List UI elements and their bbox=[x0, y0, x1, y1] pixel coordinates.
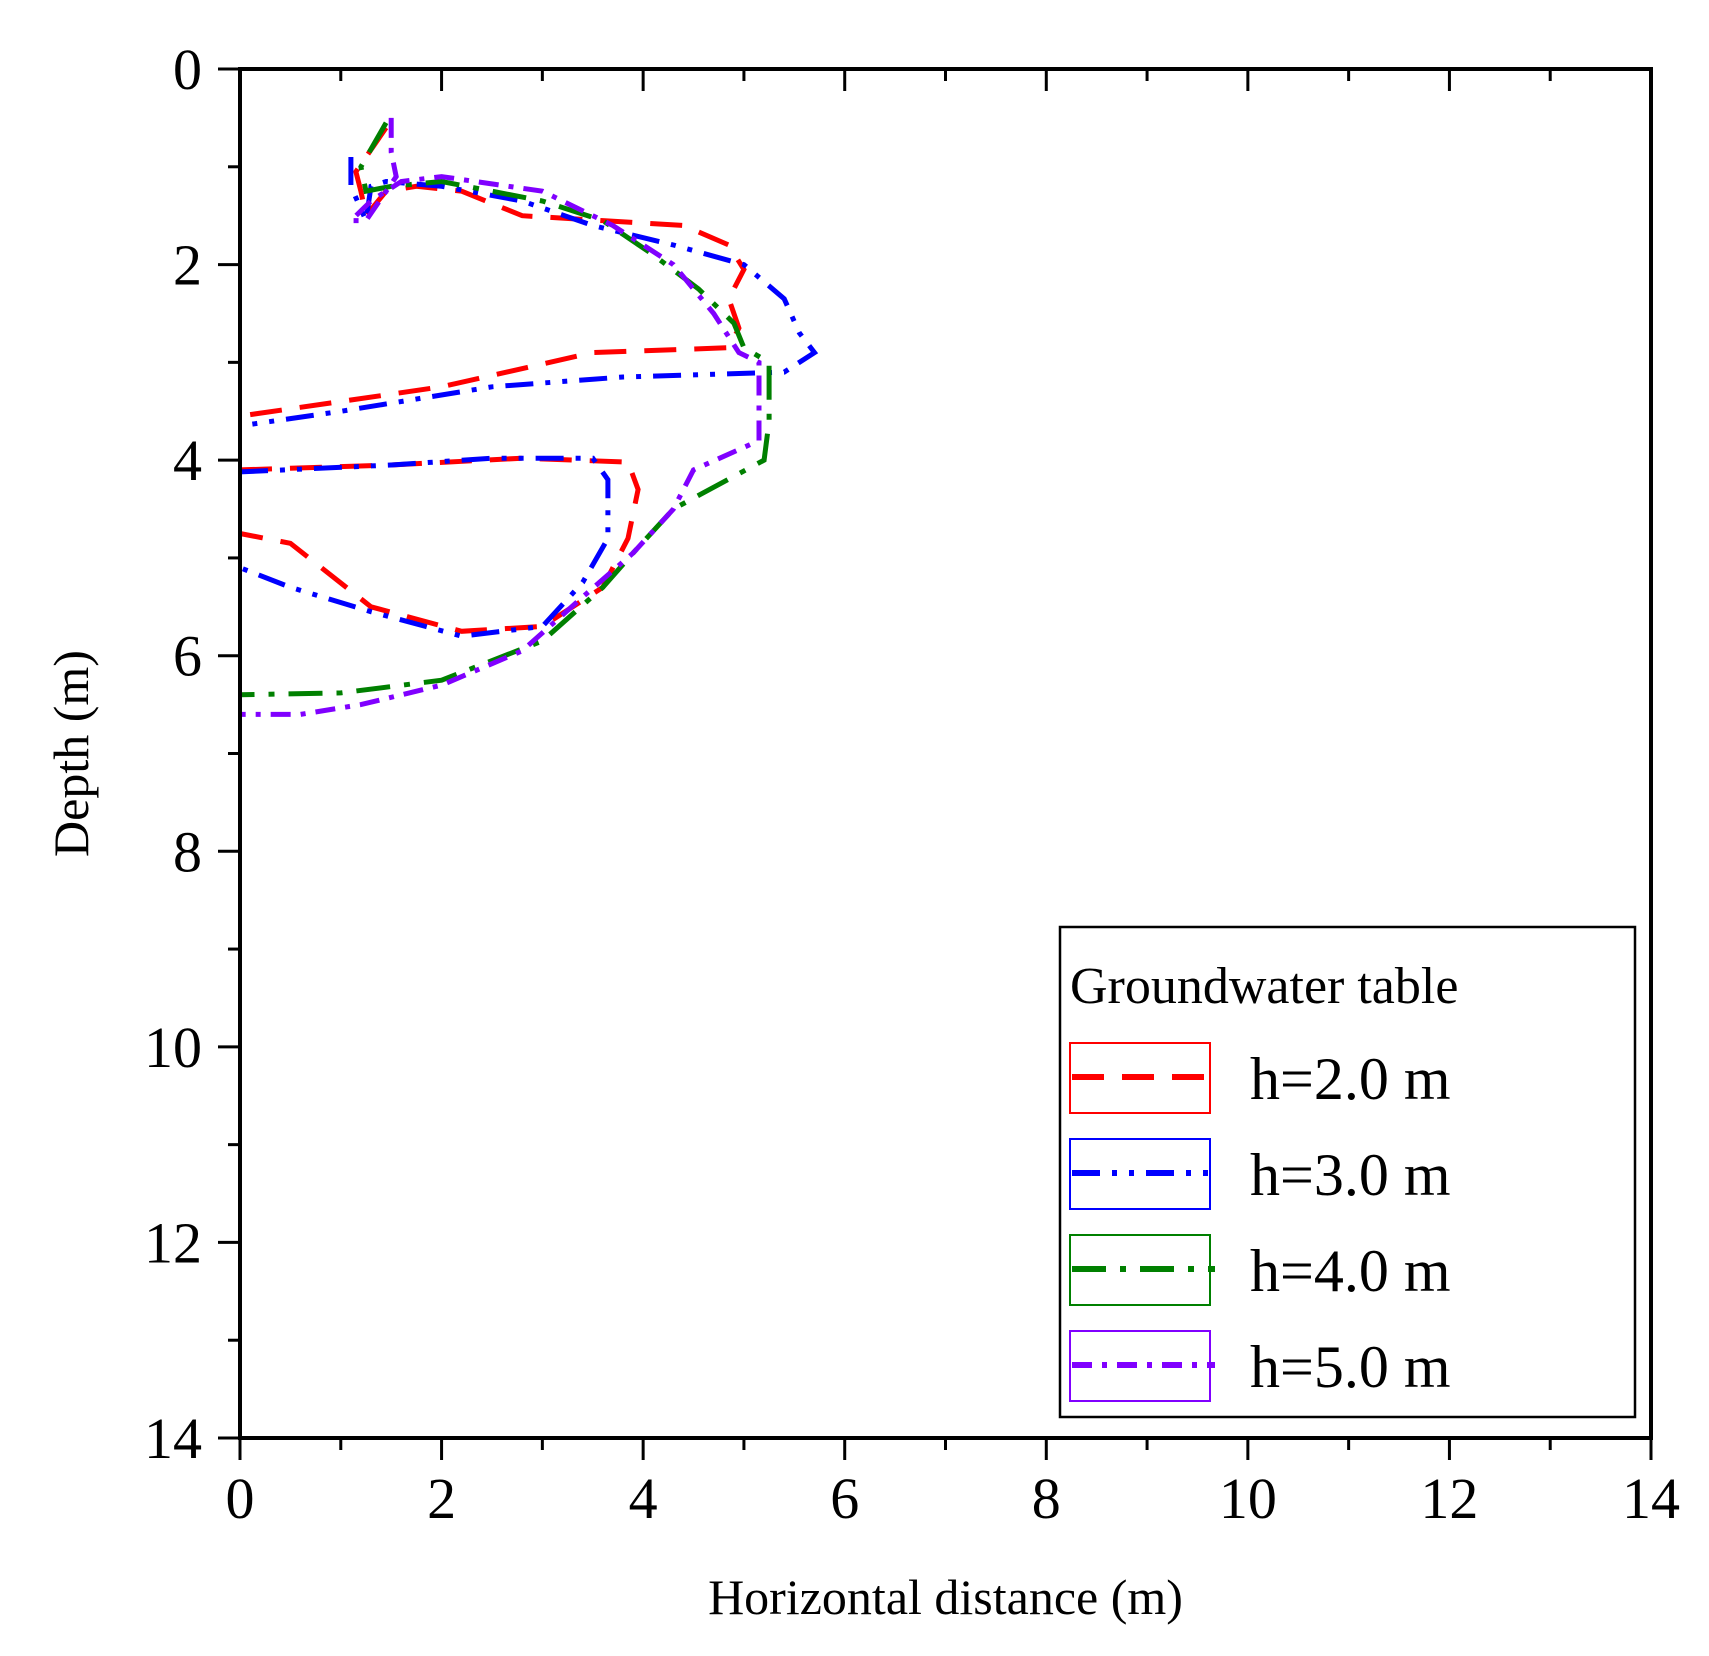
y-tick-label: 6 bbox=[173, 624, 202, 689]
legend: Groundwater table h=2.0 mh=3.0 mh=4.0 mh… bbox=[1058, 925, 1637, 1419]
series-line-2 bbox=[239, 455, 641, 634]
legend-label: h=5.0 m bbox=[1250, 1334, 1451, 1400]
y-tick-label: 14 bbox=[144, 1406, 202, 1471]
y-tick-label: 10 bbox=[144, 1015, 202, 1080]
legend-swatch-box bbox=[1069, 1042, 1211, 1114]
legend-items: h=2.0 m h=3.0 m h=4.0 m h=5.0 m bbox=[1069, 1042, 1451, 1402]
series-line-5 bbox=[239, 121, 772, 698]
ticks-layer: 0 2 4 6 8 10 12 14 0 2 4 6 8 10 12 14 bbox=[144, 37, 1680, 1531]
x-tick-label: 10 bbox=[1219, 1466, 1277, 1531]
legend-label: h=2.0 m bbox=[1250, 1046, 1451, 1112]
legend-label: h=3.0 m bbox=[1250, 1142, 1451, 1208]
legend-label: h=4.0 m bbox=[1250, 1238, 1451, 1304]
y-tick-label: 12 bbox=[144, 1210, 202, 1275]
x-tick-label: 2 bbox=[427, 1466, 456, 1531]
series-line-4 bbox=[239, 455, 611, 639]
y-axis-title: Depth (m) bbox=[43, 650, 99, 857]
x-tick-label: 12 bbox=[1420, 1466, 1478, 1531]
series-layer bbox=[239, 117, 819, 717]
x-tick-label: 8 bbox=[1032, 1466, 1061, 1531]
x-tick-label: 6 bbox=[830, 1466, 859, 1531]
x-tick-label: 0 bbox=[226, 1466, 255, 1531]
y-tick-label: 8 bbox=[173, 819, 202, 884]
x-tick-label: 14 bbox=[1622, 1466, 1680, 1531]
y-tick-label: 4 bbox=[173, 428, 202, 493]
legend-swatch-box bbox=[1069, 1138, 1211, 1210]
x-tick-label: 4 bbox=[629, 1466, 658, 1531]
y-tick-label: 0 bbox=[173, 37, 202, 102]
series-line-6 bbox=[240, 117, 762, 717]
x-axis-title: Horizontal distance (m) bbox=[708, 1569, 1183, 1625]
legend-title: Groundwater table bbox=[1070, 958, 1458, 1015]
y-tick-label: 2 bbox=[173, 233, 202, 298]
